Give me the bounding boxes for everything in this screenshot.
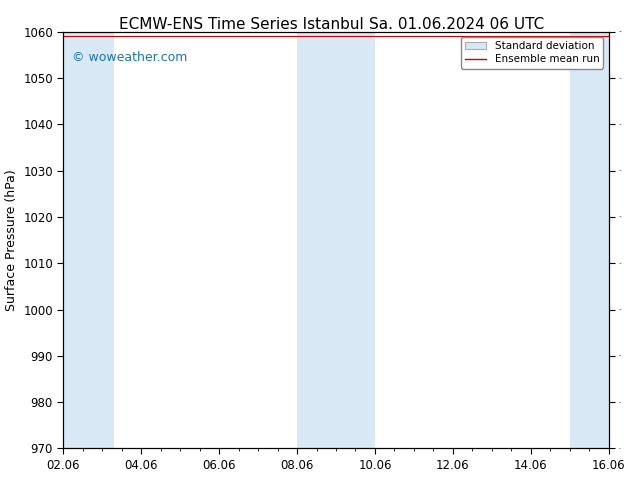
Text: © woweather.com: © woweather.com — [72, 50, 187, 64]
Text: Sa. 01.06.2024 06 UTC: Sa. 01.06.2024 06 UTC — [369, 17, 544, 32]
Bar — [297, 32, 375, 448]
Bar — [63, 32, 114, 448]
Bar — [570, 32, 609, 448]
Text: ECMW-ENS Time Series Istanbul: ECMW-ENS Time Series Istanbul — [119, 17, 363, 32]
Legend: Standard deviation, Ensemble mean run: Standard deviation, Ensemble mean run — [461, 37, 604, 69]
Y-axis label: Surface Pressure (hPa): Surface Pressure (hPa) — [4, 169, 18, 311]
